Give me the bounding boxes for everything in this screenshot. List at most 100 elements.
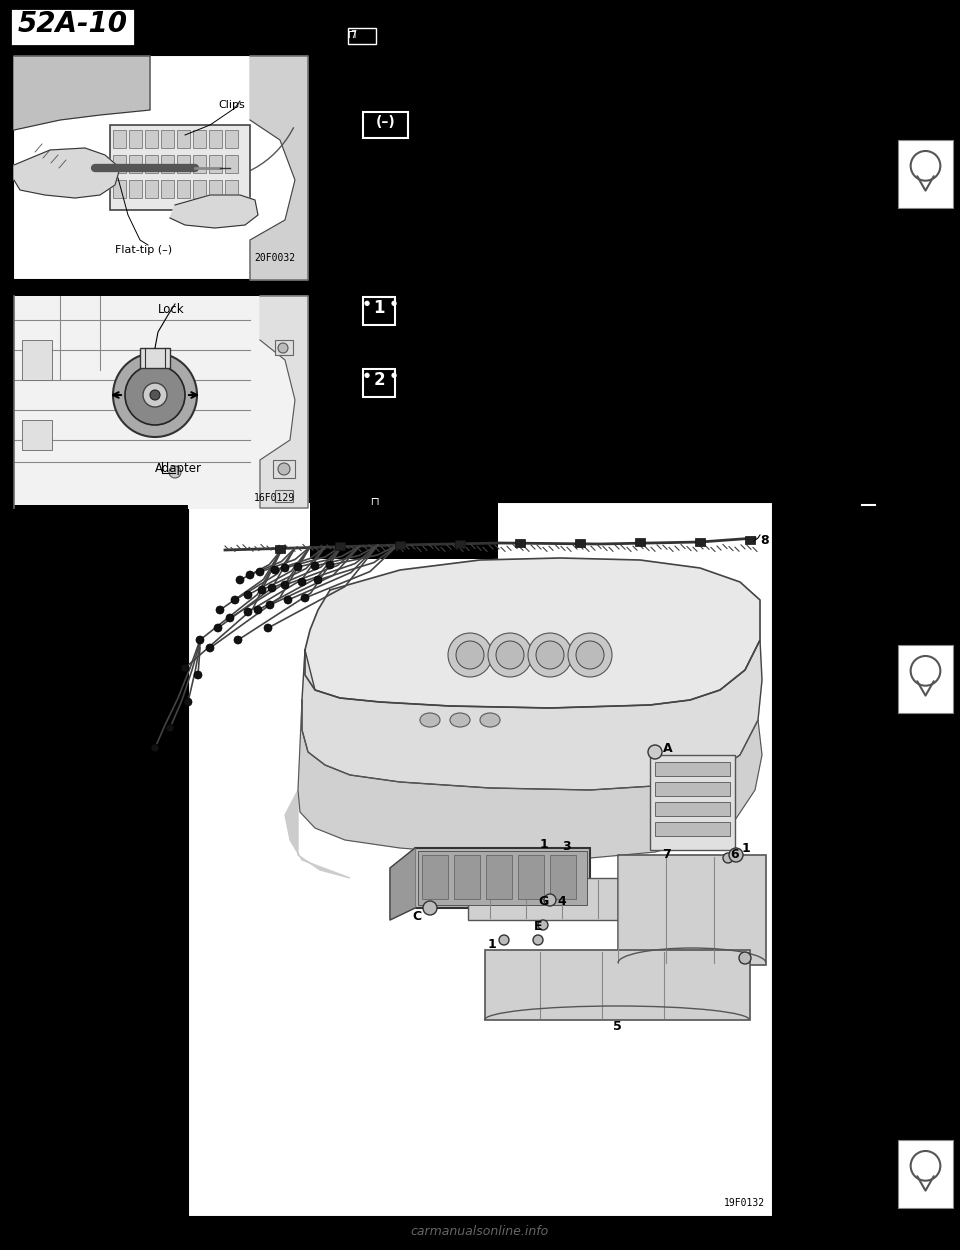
- Bar: [225, 130, 238, 148]
- Text: ●: ●: [364, 300, 371, 306]
- Circle shape: [538, 920, 548, 930]
- Text: 4: 4: [557, 895, 565, 908]
- Circle shape: [326, 561, 334, 569]
- Circle shape: [911, 151, 941, 181]
- Circle shape: [278, 342, 288, 352]
- Bar: [145, 180, 158, 198]
- Polygon shape: [390, 848, 415, 920]
- Circle shape: [206, 644, 214, 652]
- Circle shape: [216, 606, 224, 614]
- Text: 1: 1: [742, 842, 751, 855]
- Bar: [335, 542, 345, 550]
- Ellipse shape: [450, 712, 470, 727]
- Bar: [0, 962, 188, 1020]
- Circle shape: [298, 578, 306, 586]
- Circle shape: [576, 641, 604, 669]
- Circle shape: [184, 698, 192, 706]
- Circle shape: [488, 632, 532, 678]
- Circle shape: [278, 462, 290, 475]
- Bar: [161, 130, 174, 148]
- Circle shape: [236, 576, 244, 584]
- Text: (–): (–): [376, 115, 396, 129]
- Bar: [177, 130, 190, 148]
- Circle shape: [911, 1151, 941, 1181]
- Circle shape: [499, 935, 509, 945]
- Circle shape: [268, 584, 276, 592]
- Bar: [898, 140, 953, 208]
- Bar: [209, 155, 222, 172]
- Bar: [110, 125, 250, 210]
- Bar: [22, 340, 52, 380]
- Bar: [209, 180, 222, 198]
- Circle shape: [301, 594, 309, 602]
- Text: 52A-10: 52A-10: [18, 10, 128, 38]
- Circle shape: [423, 901, 437, 915]
- Bar: [13, 55, 308, 280]
- Text: 7: 7: [662, 848, 671, 861]
- Bar: [113, 155, 126, 172]
- Bar: [209, 130, 222, 148]
- Text: Adapter: Adapter: [155, 462, 202, 475]
- Circle shape: [254, 606, 262, 614]
- Bar: [193, 155, 206, 172]
- Polygon shape: [298, 700, 762, 858]
- Bar: [275, 490, 293, 502]
- Bar: [655, 822, 730, 836]
- Circle shape: [150, 390, 160, 400]
- Circle shape: [256, 568, 264, 576]
- Bar: [310, 245, 865, 295]
- Bar: [655, 782, 730, 796]
- Bar: [398, 298, 865, 360]
- Circle shape: [143, 382, 167, 408]
- Bar: [0, 505, 188, 758]
- Bar: [395, 541, 405, 549]
- Circle shape: [266, 601, 274, 609]
- Bar: [145, 130, 158, 148]
- Bar: [363, 369, 395, 398]
- Polygon shape: [305, 558, 760, 707]
- Polygon shape: [285, 790, 350, 878]
- Bar: [225, 180, 238, 198]
- Circle shape: [258, 586, 266, 594]
- Bar: [310, 120, 865, 235]
- Circle shape: [264, 624, 272, 632]
- Bar: [273, 460, 295, 478]
- Bar: [113, 130, 126, 148]
- Circle shape: [196, 636, 204, 644]
- Bar: [161, 180, 174, 198]
- Text: 8: 8: [760, 534, 769, 548]
- Circle shape: [648, 745, 662, 759]
- Bar: [415, 848, 590, 908]
- Bar: [0, 772, 188, 948]
- Bar: [310, 55, 865, 110]
- Bar: [177, 155, 190, 172]
- Bar: [188, 503, 773, 1218]
- Circle shape: [194, 671, 202, 679]
- Circle shape: [544, 894, 556, 906]
- Bar: [129, 130, 142, 148]
- Bar: [161, 155, 174, 172]
- Circle shape: [533, 935, 543, 945]
- Bar: [225, 155, 238, 172]
- Bar: [348, 28, 376, 44]
- Bar: [275, 340, 293, 355]
- Circle shape: [244, 608, 252, 616]
- Circle shape: [739, 952, 751, 964]
- Bar: [177, 180, 190, 198]
- Circle shape: [311, 562, 319, 570]
- Circle shape: [246, 571, 254, 579]
- Circle shape: [234, 636, 242, 644]
- Bar: [655, 802, 730, 816]
- Circle shape: [169, 466, 181, 478]
- Bar: [418, 851, 587, 905]
- Text: E: E: [534, 920, 542, 932]
- Bar: [398, 370, 865, 498]
- Bar: [422, 855, 448, 899]
- Bar: [486, 855, 512, 899]
- Text: ●: ●: [391, 300, 397, 306]
- Polygon shape: [302, 640, 762, 790]
- Bar: [635, 538, 645, 546]
- Text: A: A: [663, 742, 673, 755]
- Bar: [275, 545, 285, 552]
- Circle shape: [536, 641, 564, 669]
